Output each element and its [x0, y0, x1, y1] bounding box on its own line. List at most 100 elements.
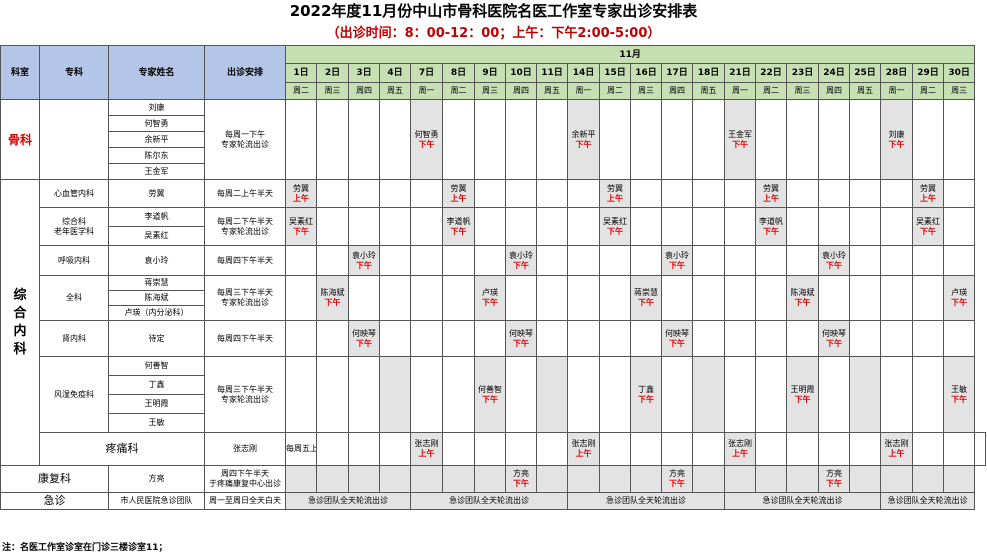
day-cell — [536, 356, 568, 433]
day-cell — [849, 432, 881, 466]
day-cell — [348, 356, 380, 433]
day-cell — [880, 356, 913, 433]
specialty-cardio: 心血管内科 — [39, 179, 109, 208]
doctor-name: 劳翼 — [763, 183, 779, 193]
day-cell — [442, 275, 475, 321]
header-schedule: 出诊安排 — [204, 45, 286, 100]
day-cell — [316, 99, 349, 180]
dept-pain: 疼痛科 — [39, 432, 205, 466]
day-cell — [379, 356, 411, 433]
doctor-name: 李道帆 — [446, 216, 471, 226]
session-label: 下午 — [607, 226, 623, 236]
day-cell — [379, 432, 411, 466]
day-cell — [567, 179, 600, 208]
day-cell: 何映琴 下午 — [661, 320, 693, 357]
day-cell — [724, 207, 756, 246]
doctor-name: 张志刚 — [571, 439, 596, 448]
session-label: 下午 — [669, 260, 685, 270]
day-cell — [442, 245, 475, 276]
session-label: 下午 — [794, 394, 811, 404]
emergency-rota-cell: 急诊团队全天轮流出诊 — [724, 492, 881, 510]
day-cell: 张志刚 上午 — [724, 432, 756, 466]
day-cell — [724, 320, 756, 357]
session-label: 下午 — [732, 139, 748, 149]
day-cell — [755, 320, 787, 357]
doctor-name: 张志刚 — [884, 439, 909, 448]
session-label: 下午 — [513, 479, 529, 488]
day-cell — [442, 99, 475, 180]
day-cell — [410, 320, 443, 357]
day-header: 15日 — [599, 63, 631, 83]
cell-line: 综合科 — [62, 216, 86, 226]
emergency-rota-cell: 急诊团队全天轮流出诊 — [410, 492, 568, 510]
session-label: 下午 — [638, 298, 654, 307]
session-label: 下午 — [293, 226, 309, 236]
emergency-rota-cell: 急诊团队全天轮流出诊 — [879, 492, 976, 510]
day-cell — [942, 465, 976, 493]
day-cell: 卢瑛 下午 — [942, 275, 976, 321]
day-cell — [285, 465, 317, 493]
schedule-rehab: 周四下午半天 于疼痛康复中心出诊 — [204, 465, 286, 493]
day-cell — [567, 356, 600, 433]
session-label: 下午 — [482, 394, 498, 404]
specialty-rheumatology: 风湿免疫科 — [39, 356, 109, 433]
day-cell — [942, 245, 976, 276]
cell-line: 每周三下午半天 — [217, 384, 273, 394]
day-cell: 劳翼 上午 — [442, 179, 475, 208]
day-cell — [474, 99, 506, 180]
day-cell — [880, 275, 913, 321]
day-cell — [379, 245, 411, 276]
day-cell: 张志刚 上午 — [567, 432, 600, 466]
day-cell — [410, 207, 443, 246]
day-cell — [880, 179, 913, 208]
cell-line: 每周二下午半天 — [217, 216, 273, 226]
day-cell — [755, 99, 787, 180]
day-cell — [505, 356, 537, 433]
day-header: 22日 — [755, 63, 787, 83]
day-cell — [912, 99, 944, 180]
day-cell — [849, 99, 881, 180]
day-cell — [442, 356, 475, 433]
session-label: 下午 — [920, 226, 936, 236]
session-label: 下午 — [951, 298, 968, 307]
day-cell — [567, 275, 600, 321]
day-cell — [818, 179, 850, 208]
cell-line: 专家轮流出诊 — [221, 226, 269, 236]
doctor-name: 劳翼 — [920, 183, 936, 193]
day-cell — [912, 465, 944, 493]
day-header: 9日 — [474, 63, 506, 83]
day-cell — [724, 179, 756, 208]
day-cell — [692, 99, 725, 180]
day-cell — [316, 320, 349, 357]
day-cell — [661, 207, 693, 246]
day-cell: 劳翼 上午 — [599, 179, 631, 208]
session-label: 下午 — [826, 479, 842, 488]
session-label: 上午 — [920, 193, 936, 203]
day-cell: 方亮 下午 — [818, 465, 850, 493]
day-cell: 劳翼 上午 — [912, 179, 944, 208]
day-cell: 刘康 下午 — [880, 99, 913, 180]
day-cell — [316, 179, 349, 208]
day-cell — [818, 207, 850, 246]
session-label: 下午 — [888, 139, 905, 149]
day-cell — [692, 207, 725, 246]
day-cell — [348, 275, 380, 321]
schedule-geriatrics: 每周二下午半天 专家轮流出诊 — [204, 207, 286, 246]
day-cell: 蒋崇慧 下午 — [630, 275, 662, 321]
day-cell — [442, 465, 475, 493]
day-cell — [724, 465, 756, 493]
weekday-header: 周二 — [912, 82, 944, 100]
day-cell — [786, 179, 819, 208]
weekday-header: 周四 — [505, 82, 537, 100]
day-cell — [536, 275, 568, 321]
weekday-header: 周三 — [942, 82, 976, 100]
doctor-name: 张志刚 — [414, 439, 439, 448]
day-cell — [536, 179, 568, 208]
day-cell — [348, 179, 380, 208]
day-cell — [474, 465, 506, 493]
day-cell — [880, 465, 913, 493]
doctor-name: 吴素红 — [603, 216, 627, 226]
day-cell — [661, 99, 693, 180]
day-cell — [942, 99, 976, 180]
day-cell — [474, 432, 506, 466]
